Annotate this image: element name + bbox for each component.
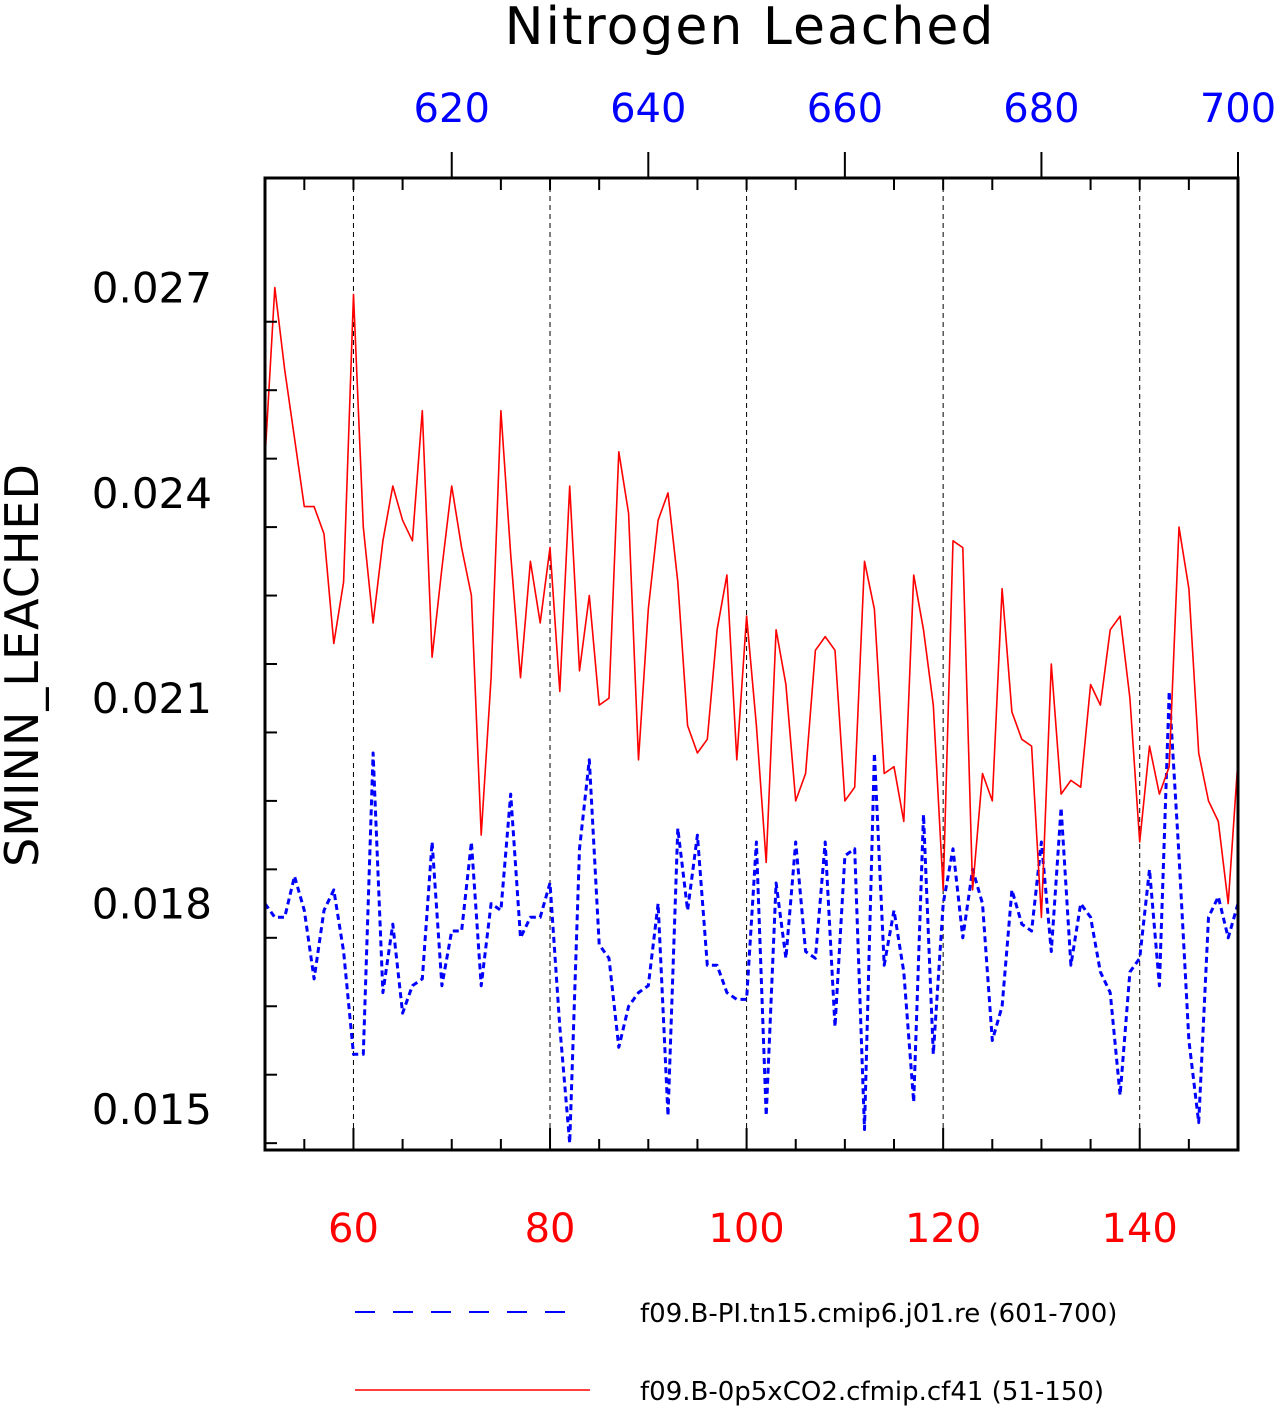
x-top-tick-label: 660 — [807, 86, 883, 132]
x-bottom-tick-label: 100 — [708, 1206, 784, 1252]
series-line-blue — [263, 689, 1240, 1145]
vertical-grid-lines — [352, 178, 1141, 1150]
axes-ticks: 60 80 100 120 140 620 640 660 680 700 0.015 0.018 0.… — [92, 86, 1276, 1252]
x-top-tick-label: 640 — [610, 86, 686, 132]
x-top-tick-label: 700 — [1200, 86, 1276, 132]
y-tick-label: 0.018 — [92, 880, 212, 929]
legend-label-blue: f09.B-PI.tn15.cmip6.j01.re (601-700) — [640, 1299, 1117, 1329]
x-bottom-tick-label: 60 — [328, 1206, 379, 1252]
legend: f09.B-PI.tn15.cmip6.j01.re (601-700) f09… — [355, 1299, 1117, 1407]
x-top-tick-label: 680 — [1003, 86, 1079, 132]
y-tick-label: 0.015 — [92, 1085, 212, 1134]
series-layer — [263, 286, 1240, 1145]
y-axis-label: SMINN_LEACHED — [0, 463, 49, 867]
x-bottom-tick-label: 80 — [525, 1206, 576, 1252]
y-tick-label: 0.027 — [92, 264, 212, 313]
y-tick-label: 0.021 — [92, 674, 212, 723]
y-tick-label: 0.024 — [92, 469, 212, 518]
legend-label-red: f09.B-0p5xCO2.cfmip.cf41 (51-150) — [640, 1377, 1104, 1407]
chart-title: Nitrogen Leached — [505, 0, 996, 57]
x-bottom-tick-label: 140 — [1102, 1206, 1178, 1252]
x-top-tick-label: 620 — [414, 86, 490, 132]
x-bottom-tick-label: 120 — [905, 1206, 981, 1252]
series-line-red — [264, 286, 1239, 919]
